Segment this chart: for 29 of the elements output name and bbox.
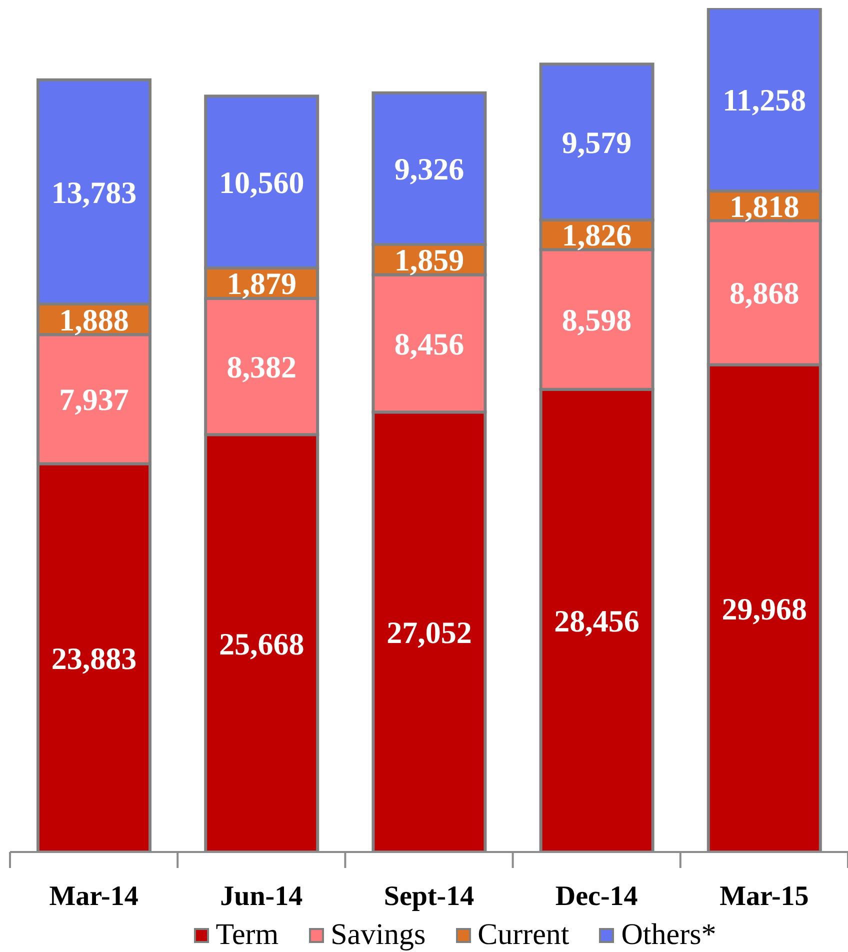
x-tick-label: Mar-15 bbox=[720, 880, 809, 912]
data-label: 23,883 bbox=[51, 640, 137, 676]
data-label: 1,859 bbox=[394, 242, 464, 278]
data-label: 28,456 bbox=[554, 604, 640, 639]
legend-label: Current bbox=[478, 918, 570, 952]
data-label: 10,560 bbox=[218, 165, 304, 200]
legend-label: Others* bbox=[621, 918, 716, 952]
data-label: 8,868 bbox=[730, 276, 800, 311]
x-tick-label: Jun-14 bbox=[220, 880, 303, 912]
data-label: 11,258 bbox=[722, 82, 806, 118]
data-label: 1,818 bbox=[730, 188, 800, 224]
data-label: 9,579 bbox=[562, 125, 632, 160]
data-label: 1,879 bbox=[226, 266, 296, 302]
x-tick-label: Sept-14 bbox=[384, 880, 474, 912]
data-label: 27,052 bbox=[386, 615, 472, 650]
legend-label: Term bbox=[216, 918, 279, 952]
x-tick-label: Mar-14 bbox=[49, 880, 138, 912]
data-label: 8,382 bbox=[226, 350, 296, 385]
data-label: 13,783 bbox=[51, 174, 137, 210]
data-label: 25,668 bbox=[218, 626, 304, 662]
data-label: 29,968 bbox=[722, 591, 808, 626]
data-label: 7,937 bbox=[59, 382, 129, 418]
data-label: 9,326 bbox=[394, 152, 464, 187]
legend-label: Savings bbox=[330, 918, 426, 952]
data-label: 8,598 bbox=[562, 302, 632, 338]
data-label: 1,888 bbox=[59, 302, 129, 338]
data-label: 1,826 bbox=[562, 218, 632, 253]
x-tick-label: Dec-14 bbox=[555, 880, 638, 912]
data-label: 8,456 bbox=[394, 326, 464, 362]
